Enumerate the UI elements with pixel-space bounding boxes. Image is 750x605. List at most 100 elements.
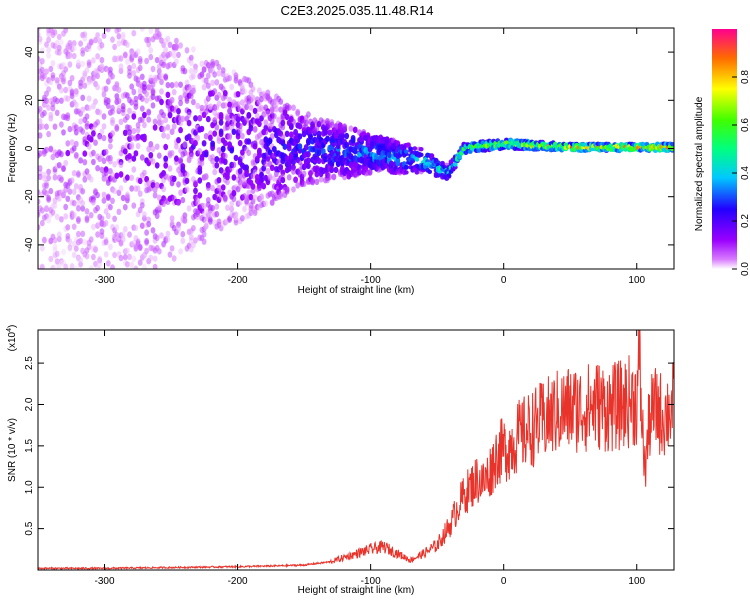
heatmap-cell xyxy=(154,143,160,150)
heatmap-cell xyxy=(161,132,167,139)
heatmap-cell xyxy=(231,190,237,197)
heatmap-cell xyxy=(291,104,296,111)
heatmap-cell xyxy=(108,158,113,165)
heatmap-cell xyxy=(99,56,105,64)
heatmap-cell xyxy=(65,140,71,147)
heatmap-cell xyxy=(295,182,301,189)
heatmap-cell xyxy=(42,73,47,80)
heatmap-cell xyxy=(178,189,184,196)
heatmap-cell xyxy=(112,161,117,168)
heatmap-cell xyxy=(131,113,137,120)
heatmap-cell xyxy=(76,59,81,66)
heatmap-cell xyxy=(395,157,401,164)
heatmap-cell xyxy=(152,263,158,269)
heatmap-cell xyxy=(137,64,143,72)
heatmap-cell xyxy=(135,142,141,150)
heatmap-cell xyxy=(103,251,109,258)
heatmap-cell xyxy=(46,46,51,54)
heatmap-cell xyxy=(229,200,235,207)
snr-scale-exp: 4 xyxy=(6,328,13,332)
heatmap-cell xyxy=(240,215,245,222)
heatmap-cell xyxy=(59,121,64,128)
heatmap-cell xyxy=(220,145,226,152)
heatmap-cell xyxy=(116,105,122,112)
heatmap-cell xyxy=(291,118,296,126)
heatmap-cell xyxy=(44,204,49,212)
heatmap-cell xyxy=(71,52,77,60)
heatmap-cell xyxy=(38,35,43,43)
heatmap-cell xyxy=(169,220,175,227)
heatmap-cell xyxy=(254,174,260,181)
heatmap-cell xyxy=(414,170,420,175)
heatmap-cell xyxy=(135,134,141,141)
heatmap-cell xyxy=(120,31,126,39)
heatmap-cell xyxy=(199,71,205,78)
heatmap-cell xyxy=(133,95,139,103)
heatmap-cell xyxy=(150,102,156,109)
heatmap-cell xyxy=(131,62,137,70)
heatmap-cell xyxy=(56,49,62,56)
heatmap-cell xyxy=(88,236,94,243)
heatmap-cell xyxy=(482,148,488,153)
heatmap-cell xyxy=(105,194,111,201)
heatmap-cell xyxy=(286,165,292,172)
heatmap-cell xyxy=(269,133,275,140)
heatmap-cell xyxy=(73,124,79,131)
heatmap-cell xyxy=(154,28,160,33)
heatmap-cell xyxy=(118,63,124,70)
heatmap-cell xyxy=(150,158,156,165)
heatmap-cell xyxy=(278,193,284,200)
heatmap-cell xyxy=(120,194,126,202)
heatmap-cell xyxy=(414,157,420,162)
heatmap-cell xyxy=(231,120,237,127)
heatmap-cell xyxy=(137,206,143,214)
heatmap-cell xyxy=(274,106,279,113)
heatmap-cell xyxy=(42,236,47,243)
heatmap-cell xyxy=(39,123,45,130)
heatmap-cell xyxy=(231,195,237,203)
heatmap-cell xyxy=(116,28,122,33)
heatmap-cell xyxy=(182,217,188,224)
heatmap-cell xyxy=(38,150,43,157)
heatmap-cell xyxy=(210,184,216,192)
heatmap-cell xyxy=(167,61,173,68)
colorbar-tick-label: 0.6 xyxy=(740,118,750,132)
heatmap-cell xyxy=(263,119,269,126)
heatmap-cell xyxy=(116,208,122,215)
heatmap-cell xyxy=(69,75,75,82)
heatmap-cell xyxy=(265,167,271,175)
heatmap-cell xyxy=(125,261,130,268)
heatmap-cell xyxy=(78,83,83,90)
heatmap-cell xyxy=(263,128,269,136)
heatmap-cell xyxy=(118,171,124,178)
heatmap-cell xyxy=(306,150,311,158)
heatmap-cell xyxy=(101,157,107,165)
heatmap-cell xyxy=(76,216,81,223)
heatmap-cell xyxy=(214,162,220,169)
heatmap-cell xyxy=(146,145,152,153)
heatmap-cell xyxy=(110,130,115,137)
heatmap-cell xyxy=(291,186,296,193)
heatmap-cell xyxy=(67,125,73,133)
heatmap-cell xyxy=(205,197,211,204)
heatmap-cell xyxy=(242,88,247,95)
heatmap-cell xyxy=(201,84,207,91)
heatmap-cell xyxy=(193,67,198,74)
heatmap-cell xyxy=(180,115,186,123)
snr-y-tick-label: 0.5 xyxy=(24,521,35,535)
snr-series-line xyxy=(38,330,674,570)
heatmap-cell xyxy=(105,212,111,220)
heatmap-cell xyxy=(261,182,267,190)
heatmap-cell xyxy=(131,155,137,162)
heatmap-cell xyxy=(201,140,207,147)
heatmap-cell xyxy=(452,162,458,167)
heatmap-cell xyxy=(165,35,171,42)
heatmap-cell xyxy=(139,116,145,123)
heatmap-cell xyxy=(257,184,262,191)
heatmap-cell xyxy=(101,32,107,39)
svg-text:(x104): (x104) xyxy=(6,325,18,352)
heatmap-cell xyxy=(139,222,145,229)
heatmap-cell xyxy=(110,104,115,112)
heatmap-cell xyxy=(146,180,152,187)
heatmap-cell xyxy=(163,46,169,54)
